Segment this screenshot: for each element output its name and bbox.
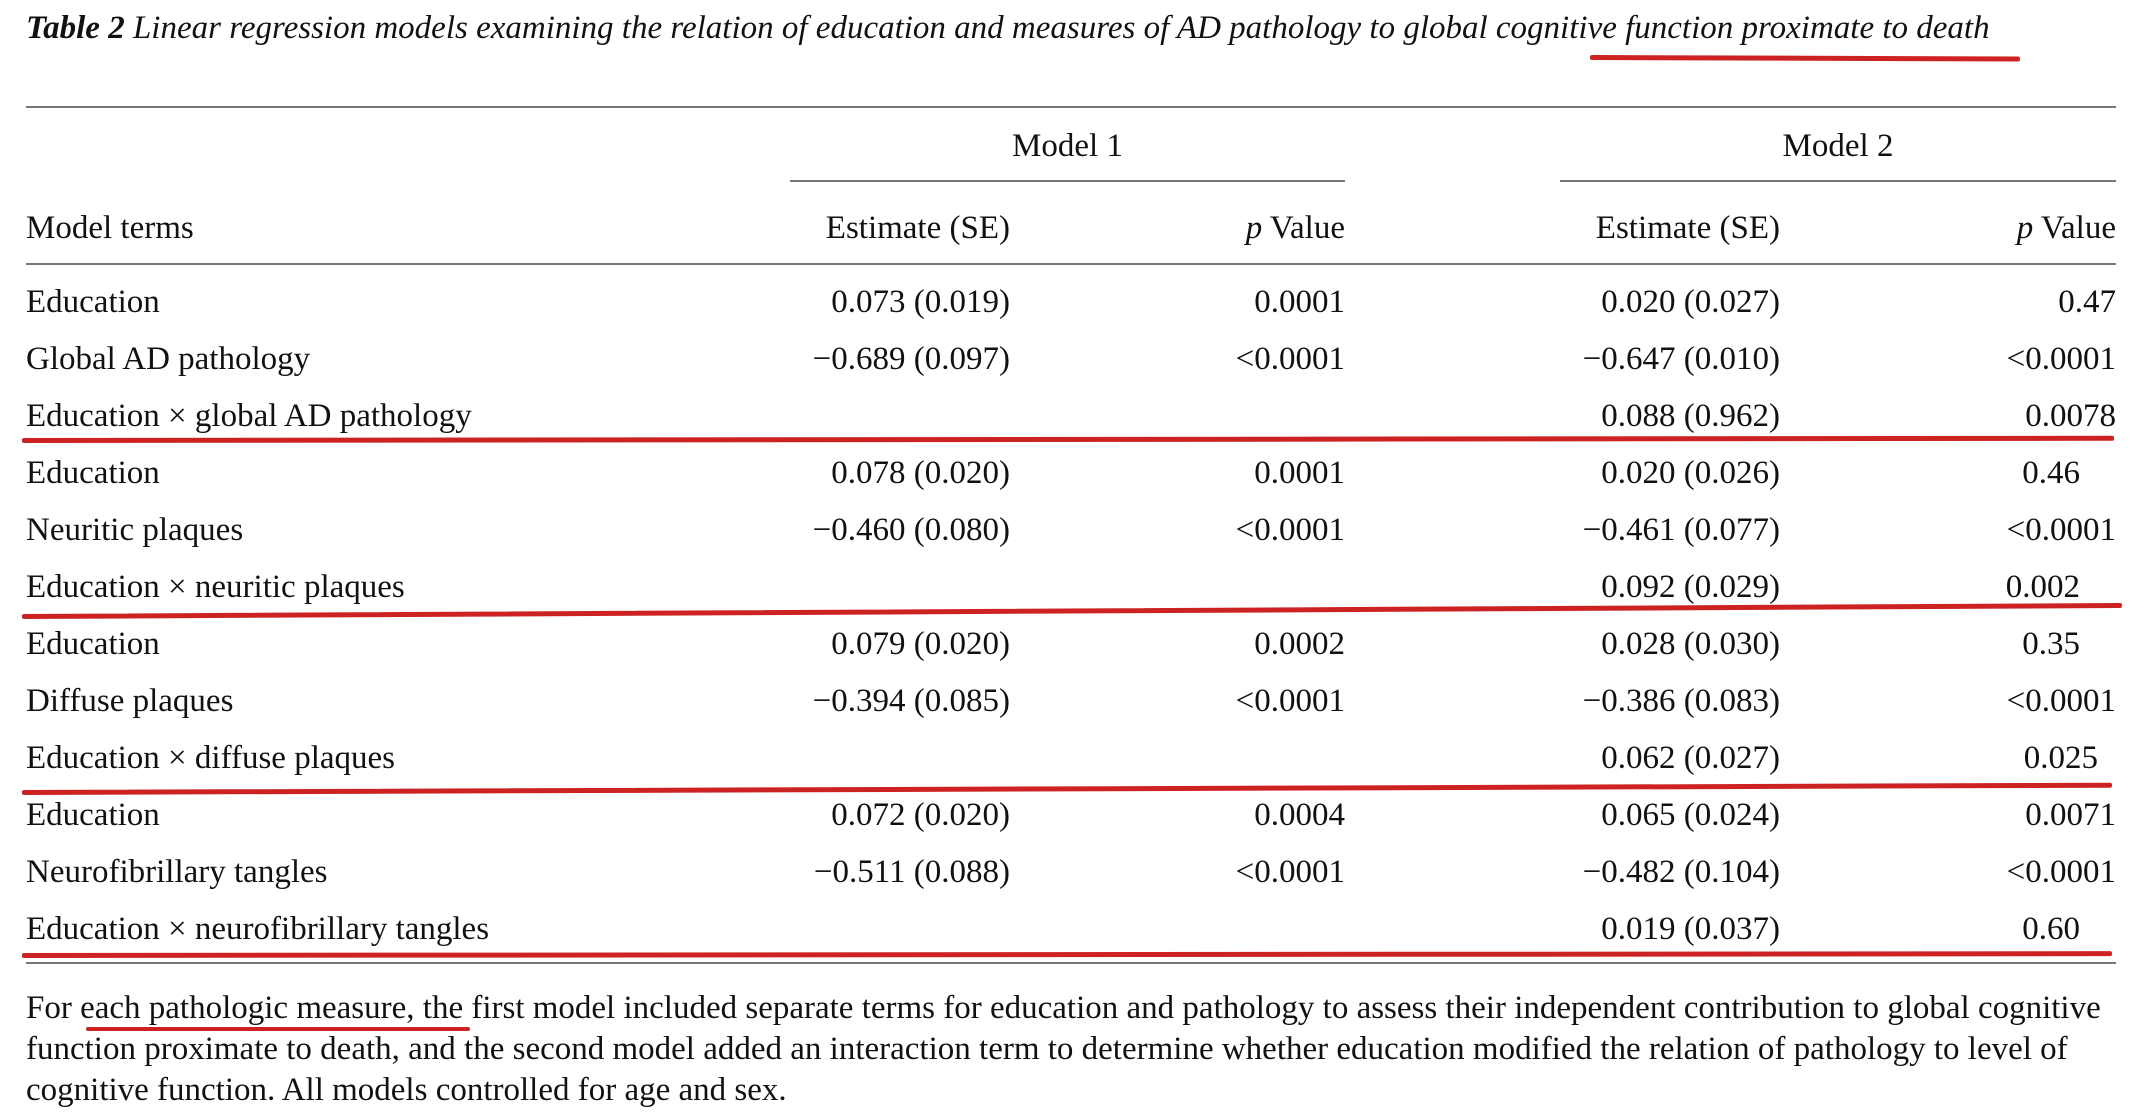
- row-model2-estimate: 0.028 (0.030): [1601, 626, 1780, 662]
- row-model1-p: 0.0001: [1254, 455, 1345, 491]
- row-model2-p: <0.0001: [2006, 341, 2116, 377]
- row-model1-estimate: −0.511 (0.088): [813, 854, 1010, 890]
- row-model2-p: 0.002: [2005, 569, 2080, 605]
- row-term: Education: [26, 797, 160, 833]
- row-model1-p: <0.0001: [1235, 683, 1345, 719]
- row-model1-p: 0.0001: [1254, 284, 1345, 320]
- model2-underline-rule: [1560, 180, 2116, 182]
- model1-header: Model 1: [1012, 128, 1123, 164]
- p-value-word: Value: [2040, 210, 2116, 246]
- row-term: Education: [26, 626, 160, 662]
- annotation-underline-caption: [1589, 55, 2021, 62]
- row-model2-p: 0.0078: [2025, 398, 2116, 434]
- table-footnote: For each pathologic measure, the first m…: [26, 990, 2101, 1108]
- row-model2-p: 0.35: [2022, 626, 2080, 662]
- row-model2-estimate: 0.065 (0.024): [1601, 797, 1780, 833]
- row-model2-estimate: −0.647 (0.010): [1582, 341, 1780, 377]
- row-model1-estimate: −0.689 (0.097): [812, 341, 1010, 377]
- p-letter: p: [2016, 210, 2034, 246]
- table-label: Table 2: [26, 10, 125, 46]
- row-term: Neurofibrillary tangles: [26, 854, 328, 890]
- row-term: Education × neuritic plaques: [26, 569, 405, 605]
- col-header-estimate-1: Estimate (SE): [825, 210, 1010, 246]
- row-model2-estimate: −0.482 (0.104): [1582, 854, 1780, 890]
- model2-header: Model 2: [1782, 128, 1894, 164]
- table-caption-text: Linear regression models examining the r…: [132, 10, 1990, 46]
- row-model2-estimate: −0.461 (0.077): [1582, 512, 1780, 548]
- row-model2-estimate: −0.386 (0.083): [1582, 683, 1780, 719]
- row-model1-p: 0.0004: [1254, 797, 1345, 833]
- row-model2-estimate: 0.062 (0.027): [1601, 740, 1780, 776]
- row-model1-estimate: −0.394 (0.085): [812, 683, 1010, 719]
- row-term: Education × global AD pathology: [26, 398, 472, 434]
- row-term: Global AD pathology: [26, 341, 311, 377]
- row-model1-p: <0.0001: [1235, 854, 1345, 890]
- row-model2-p: <0.0001: [2006, 854, 2116, 890]
- model1-underline-rule: [790, 180, 1345, 182]
- row-term: Diffuse plaques: [26, 683, 234, 719]
- row-model2-p: 0.46: [2022, 455, 2080, 491]
- annotation-underline-footnote: [86, 1027, 470, 1031]
- annotation-underline-group-4: [21, 951, 2113, 958]
- row-model2-p: 0.0071: [2025, 797, 2116, 833]
- row-model1-estimate: 0.079 (0.020): [831, 626, 1010, 662]
- header-bottom-rule: [26, 263, 2116, 265]
- row-model1-estimate: 0.073 (0.019): [831, 284, 1010, 320]
- row-model1-estimate: −0.460 (0.080): [812, 512, 1010, 548]
- row-model1-estimate: 0.078 (0.020): [831, 455, 1010, 491]
- table-caption: Table 2 Linear regression models examini…: [26, 8, 2116, 48]
- row-model1-estimate: 0.072 (0.020): [831, 797, 1010, 833]
- row-term: Education × diffuse plaques: [26, 740, 395, 776]
- row-model2-estimate: 0.092 (0.029): [1601, 569, 1780, 605]
- col-header-estimate-2: Estimate (SE): [1595, 210, 1780, 246]
- row-model2-p: <0.0001: [2006, 512, 2116, 548]
- row-term: Education: [26, 284, 160, 320]
- row-model2-p: 0.60: [2022, 911, 2080, 947]
- col-header-p-value-1: p Value: [1100, 208, 1345, 248]
- p-value-word: Value: [1269, 210, 1345, 246]
- annotation-underline-group-3: [21, 782, 2112, 795]
- row-model1-p: 0.0002: [1254, 626, 1345, 662]
- row-model2-p: 0.47: [2058, 284, 2116, 320]
- row-model2-estimate: 0.020 (0.027): [1601, 284, 1780, 320]
- row-model2-p: <0.0001: [2006, 683, 2116, 719]
- row-model1-p: <0.0001: [1235, 512, 1345, 548]
- row-term: Education: [26, 455, 160, 491]
- p-letter: p: [1245, 210, 1263, 246]
- col-header-model-terms: Model terms: [26, 210, 194, 246]
- row-model1-p: <0.0001: [1235, 341, 1345, 377]
- col-header-p-value-2: p Value: [1870, 208, 2116, 248]
- row-model2-estimate: 0.019 (0.037): [1601, 911, 1780, 947]
- top-rule: [26, 106, 2116, 108]
- bottom-rule: [26, 962, 2116, 964]
- row-model2-estimate: 0.088 (0.962): [1601, 398, 1780, 434]
- row-term: Education × neurofibrillary tangles: [26, 911, 490, 947]
- row-model2-estimate: 0.020 (0.026): [1601, 455, 1780, 491]
- row-model2-p: 0.025: [2023, 740, 2098, 776]
- row-term: Neuritic plaques: [26, 512, 244, 548]
- annotation-underline-group-1: [21, 435, 2115, 443]
